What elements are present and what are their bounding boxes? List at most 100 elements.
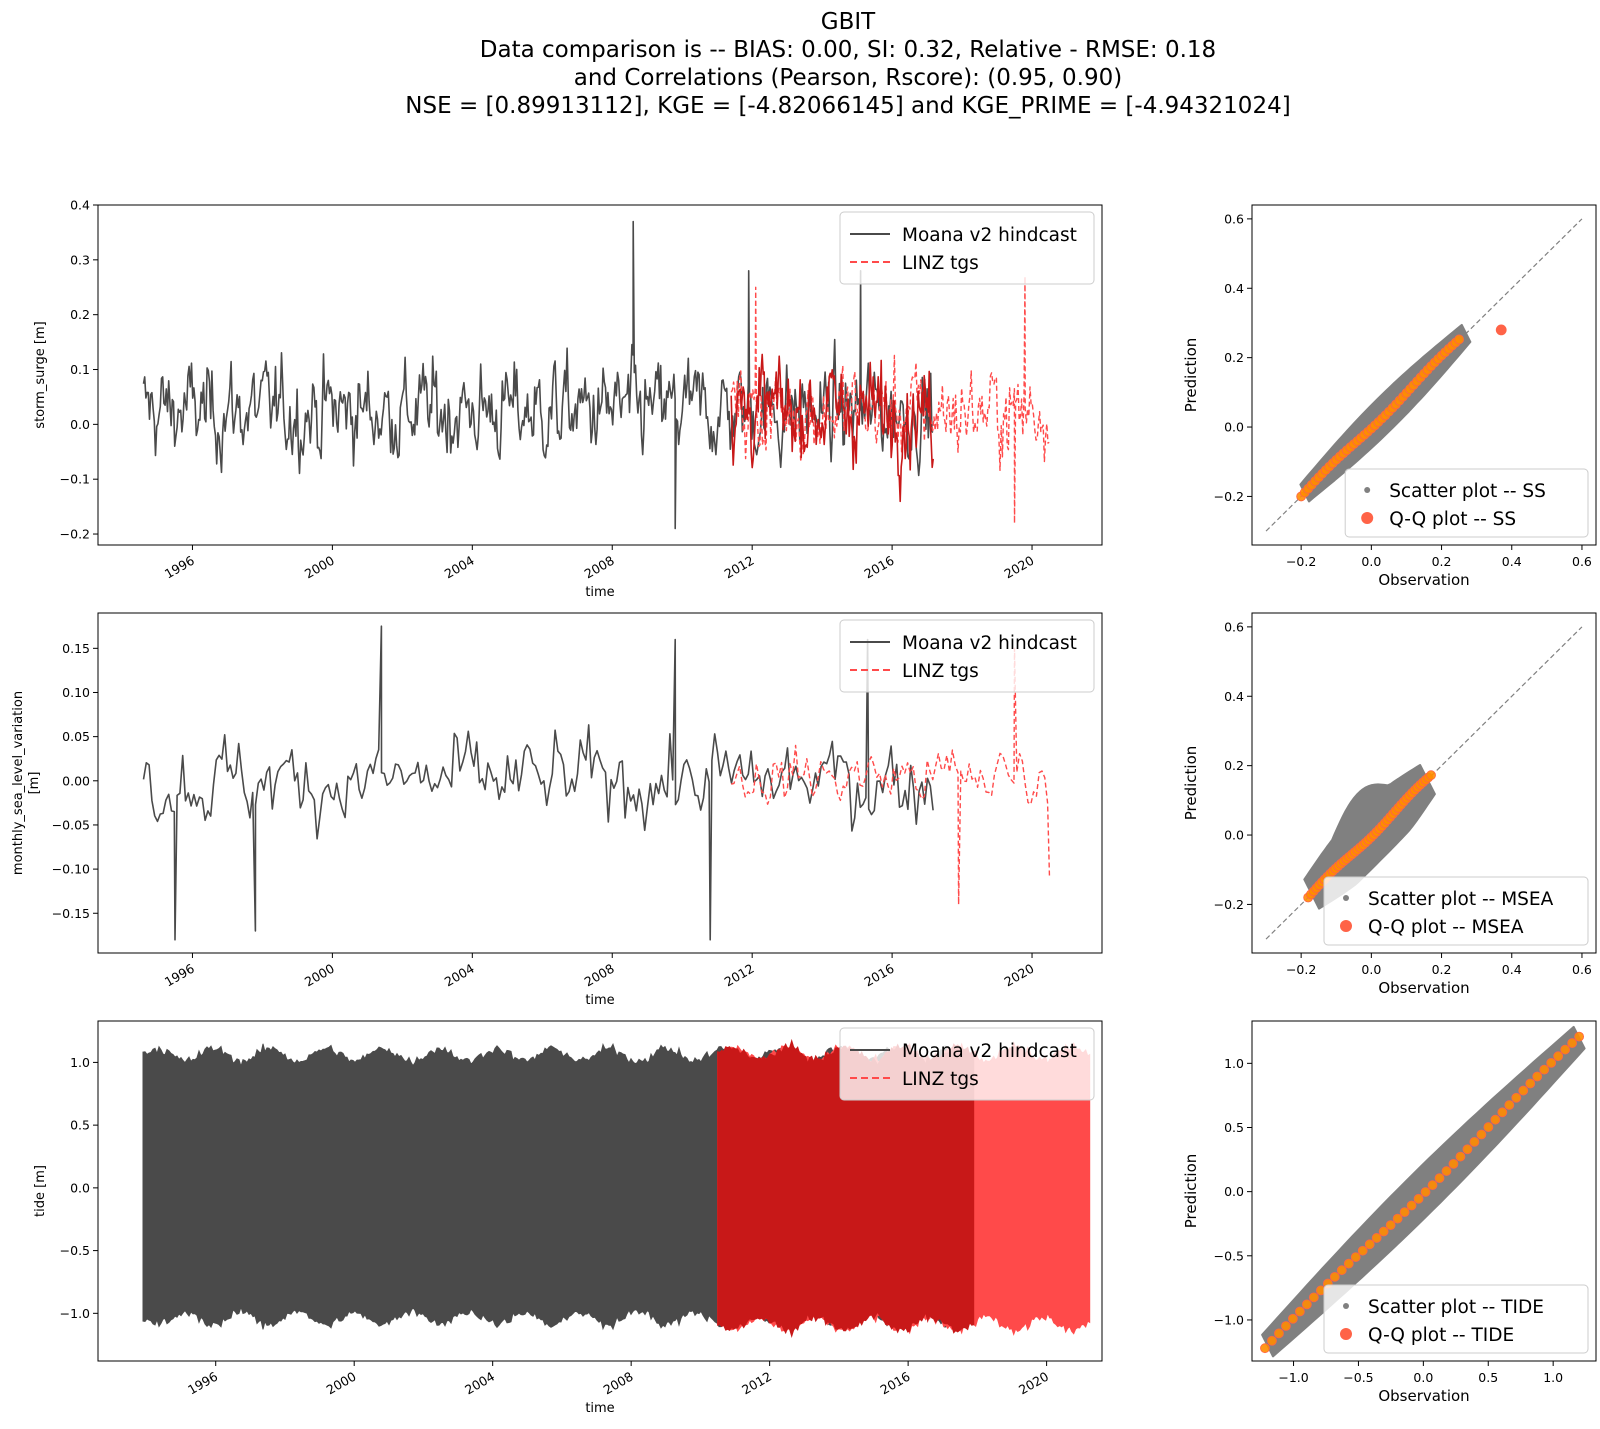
qq-point bbox=[1454, 334, 1465, 345]
x-tick-label: 0.4 bbox=[1502, 962, 1522, 977]
y-tick-label: 0.4 bbox=[70, 198, 90, 213]
y-tick-label: 0.4 bbox=[1224, 689, 1244, 704]
y-axis-label: Prediction bbox=[1182, 746, 1200, 821]
plot-area bbox=[1265, 218, 1583, 532]
x-axis-label: Observation bbox=[1378, 979, 1469, 997]
legend-label-obs: LINZ tgs bbox=[902, 253, 979, 274]
y-tick-label: 0.2 bbox=[70, 307, 90, 322]
qq-point bbox=[1357, 1245, 1368, 1256]
y-tick-label: 0.00 bbox=[62, 773, 90, 788]
y-tick-label: 0.3 bbox=[70, 252, 90, 267]
y-tick-label: −0.5 bbox=[60, 1243, 90, 1258]
x-tick-label: −0.2 bbox=[1286, 554, 1316, 569]
y-tick-label: 1.0 bbox=[1224, 1056, 1244, 1071]
qq-point bbox=[1441, 1166, 1452, 1176]
x-axis-label: time bbox=[585, 1401, 614, 1416]
x-tick-label: 0.2 bbox=[1432, 962, 1452, 977]
title-line-4: NSE = [0.89913112], KGE = [-4.82066145] … bbox=[405, 93, 1290, 119]
x-tick-label: 0.0 bbox=[1413, 1370, 1433, 1385]
axes-frame bbox=[1251, 1020, 1597, 1362]
qq-point bbox=[1371, 1233, 1382, 1243]
qq-outlier-point bbox=[1495, 324, 1507, 336]
qq-point bbox=[1288, 1313, 1298, 1324]
qq-point bbox=[1553, 1051, 1564, 1062]
qq-point bbox=[1301, 1299, 1312, 1310]
x-tick-label: −1.0 bbox=[1278, 1370, 1308, 1385]
qq-point bbox=[1483, 1122, 1494, 1132]
legend-box bbox=[839, 619, 1095, 693]
legend-marker-scatter bbox=[1364, 487, 1371, 493]
legend-label-scatter: Scatter plot -- TIDE bbox=[1368, 1297, 1544, 1318]
qq-point bbox=[1399, 1207, 1410, 1218]
y-tick-label: −0.5 bbox=[1214, 1248, 1244, 1263]
qq-point bbox=[1497, 1107, 1508, 1118]
y-tick-label: 0.2 bbox=[1224, 350, 1244, 365]
panel-msl_sc: −0.2 0.0 0.2 0.4 0.6 −0.2 0.0 0.2 0.4 0.6 Observat… bbox=[1182, 612, 1597, 997]
legend-box bbox=[1323, 876, 1589, 946]
qq-point bbox=[1448, 1158, 1459, 1169]
x-tick-label: 2020 bbox=[1001, 961, 1036, 990]
x-tick-label: 2020 bbox=[1016, 1369, 1051, 1398]
series-obs bbox=[731, 647, 1051, 906]
x-axis-label: Observation bbox=[1378, 1387, 1469, 1405]
y-axis-label: Prediction bbox=[1182, 1154, 1200, 1229]
series-obs bbox=[730, 275, 1050, 524]
y-tick-label: 0.5 bbox=[70, 1118, 90, 1133]
x-tick-label: 1996 bbox=[185, 1369, 220, 1398]
figure-title: GBIT Data comparison is -- BIAS: 0.00, S… bbox=[405, 9, 1290, 119]
x-tick-label: 2012 bbox=[722, 553, 757, 582]
x-tick-label: 2000 bbox=[324, 1369, 359, 1398]
x-tick-label: 2008 bbox=[601, 1369, 636, 1398]
qq-point bbox=[1294, 1306, 1305, 1317]
legend-marker-scatter bbox=[1343, 1303, 1349, 1309]
y-axis-label: monthly_sea_level_variation bbox=[11, 691, 26, 875]
x-tick-label: 2008 bbox=[582, 961, 617, 990]
x-tick-label: 2004 bbox=[462, 1369, 497, 1398]
x-tick-label: 1996 bbox=[162, 553, 197, 582]
plot-area bbox=[142, 220, 1050, 530]
y-tick-label: 0.0 bbox=[70, 417, 90, 432]
x-axis-label: time bbox=[585, 993, 614, 1008]
plot-area bbox=[142, 625, 1051, 941]
y-axis-label-unit: [m] bbox=[27, 772, 42, 795]
y-tick-label: 0.4 bbox=[1224, 281, 1244, 296]
x-tick-label: 2000 bbox=[302, 553, 337, 582]
y-tick-label: −1.0 bbox=[60, 1306, 90, 1321]
legend-label-qq: Q-Q plot -- SS bbox=[1389, 509, 1516, 530]
legend-marker-qq bbox=[1340, 920, 1352, 932]
y-tick-label: 0.05 bbox=[62, 729, 90, 744]
x-tick-label: 0.0 bbox=[1361, 962, 1381, 977]
y-tick-label: −1.0 bbox=[1214, 1312, 1244, 1327]
qq-point bbox=[1539, 1064, 1550, 1075]
qq-point bbox=[1427, 1180, 1438, 1191]
legend-box bbox=[839, 1027, 1095, 1101]
x-tick-label: 2016 bbox=[862, 961, 897, 990]
qq-point bbox=[1260, 1343, 1270, 1354]
qq-point bbox=[1420, 1187, 1431, 1197]
y-tick-label: −0.2 bbox=[1214, 489, 1244, 504]
y-tick-label: −0.1 bbox=[60, 472, 90, 487]
qq-point bbox=[1532, 1071, 1543, 1082]
panel-tide_ts: 1996 2000 2004 2008 2012 2016 2020 −1.0 −0.5 0.0 0… bbox=[33, 1020, 1103, 1416]
y-tick-label: 0.0 bbox=[1224, 1184, 1244, 1199]
x-tick-label: −0.5 bbox=[1343, 1370, 1373, 1385]
x-tick-label: 2004 bbox=[442, 553, 477, 582]
x-tick-label: 2020 bbox=[1001, 553, 1036, 582]
y-tick-label: −0.05 bbox=[52, 817, 90, 832]
qq-point bbox=[1406, 1200, 1417, 1211]
qq-point bbox=[1308, 1292, 1319, 1303]
y-tick-label: 0.6 bbox=[1224, 619, 1244, 634]
legend-label-scatter: Scatter plot -- SS bbox=[1389, 481, 1546, 502]
y-tick-label: 0.2 bbox=[1224, 758, 1244, 773]
legend-label-obs: LINZ tgs bbox=[902, 661, 979, 682]
x-tick-label: 2008 bbox=[582, 553, 617, 582]
x-tick-label: 0.2 bbox=[1432, 554, 1452, 569]
x-tick-label: 0.6 bbox=[1572, 554, 1592, 569]
y-axis-label: tide [m] bbox=[33, 1165, 48, 1217]
y-tick-label: 0.5 bbox=[1224, 1120, 1244, 1135]
qq-point bbox=[1364, 1239, 1375, 1250]
y-tick-label: 0.15 bbox=[62, 641, 90, 656]
legend-label-obs: LINZ tgs bbox=[902, 1069, 979, 1090]
series-overlap bbox=[730, 353, 934, 503]
panel-msl_ts: 1996 2000 2004 2008 2012 2016 2020 −0.15 −0.10 −0… bbox=[11, 612, 1103, 1008]
